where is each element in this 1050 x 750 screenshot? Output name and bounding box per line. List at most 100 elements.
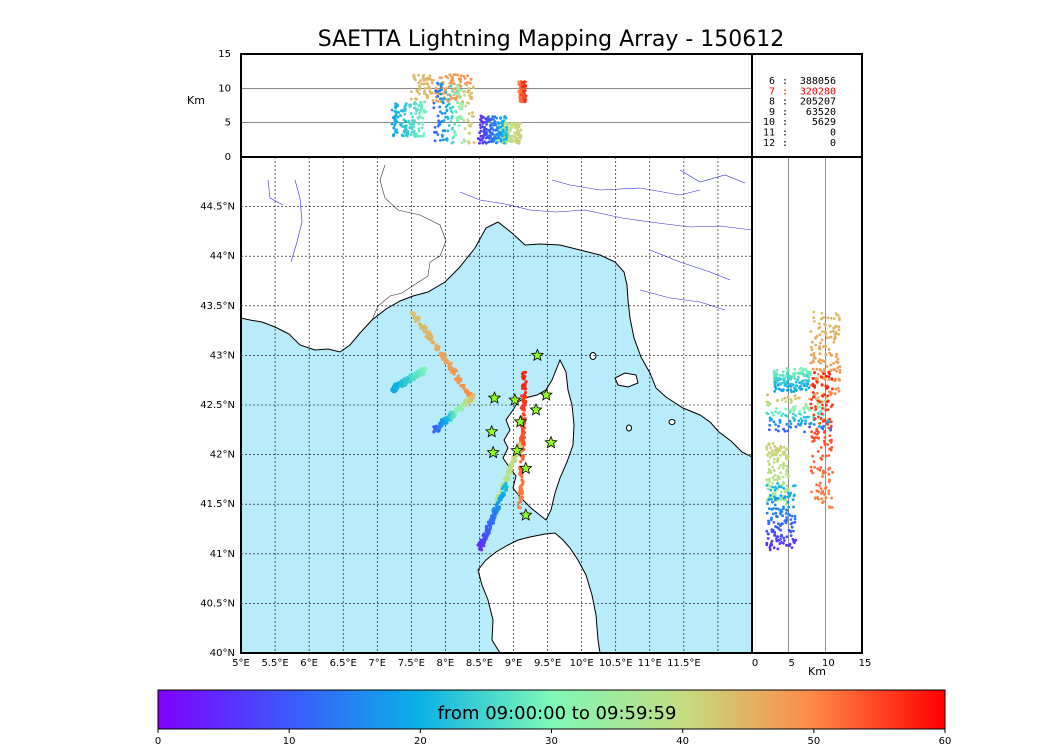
source-point-top: [418, 92, 421, 96]
source-point: [521, 412, 525, 416]
source-point: [421, 370, 425, 374]
source-point: [508, 471, 512, 475]
source-point-top: [392, 133, 395, 137]
source-point-top: [457, 124, 461, 127]
source-point-top: [468, 94, 471, 97]
source-point-right: [820, 330, 824, 334]
source-point-top: [401, 125, 405, 129]
source-point-top: [394, 102, 397, 106]
colorbar: from 09:00:00 to 09:59:59 0 10 20 30 40 50 60: [155, 689, 951, 747]
station-markers: [484, 348, 558, 521]
source-point-top: [422, 100, 426, 104]
source-point-right: [789, 529, 792, 533]
source-point-right: [784, 414, 787, 417]
source-point-right: [771, 465, 775, 469]
source-point-top: [513, 126, 517, 129]
source-point-top: [520, 100, 523, 103]
chart-title: SAETTA Lightning Mapping Array - 150612: [318, 27, 785, 52]
source-point-top: [507, 126, 510, 130]
source-point-right: [835, 355, 838, 358]
source-point-top: [436, 92, 440, 96]
source-point-right: [765, 529, 769, 533]
source-point-right: [775, 539, 779, 543]
source-point-right: [804, 378, 807, 382]
source-point: [484, 524, 488, 529]
source-point: [518, 472, 522, 476]
source-point-right: [785, 468, 789, 472]
source-point-right: [774, 511, 778, 515]
source-point-right: [811, 391, 815, 394]
source-point: [419, 324, 424, 328]
source-point-top: [463, 77, 467, 80]
source-point: [462, 401, 467, 406]
source-point-top: [460, 141, 464, 145]
source-point-top: [516, 125, 520, 128]
source-point-top: [470, 95, 473, 99]
source-point-right: [830, 496, 833, 500]
source-point-right: [823, 436, 827, 439]
source-point-top: [415, 108, 419, 112]
source-point-right: [804, 367, 808, 371]
stats-separator: :: [782, 97, 788, 108]
source-point-top: [417, 127, 421, 131]
source-point-right: [792, 374, 796, 377]
source-point-top: [481, 141, 485, 145]
source-point-right: [812, 352, 816, 355]
source-point: [504, 481, 508, 486]
source-point-right: [782, 427, 785, 431]
lightning-sources-right: [765, 310, 842, 552]
source-point: [514, 455, 518, 459]
source-point-right: [805, 415, 809, 419]
source-point-right: [774, 410, 777, 414]
source-point: [502, 491, 506, 495]
source-point-right: [768, 480, 771, 483]
source-point-right: [798, 423, 802, 427]
source-point: [453, 367, 457, 372]
source-point-right: [828, 351, 831, 355]
map-xtick: 7.5°E: [398, 658, 425, 669]
source-point-right: [809, 361, 813, 365]
source-point: [427, 336, 431, 340]
altitude-longitude-panel: [240, 53, 753, 158]
source-point-right: [794, 380, 798, 384]
source-point-right: [791, 521, 794, 525]
source-point: [523, 390, 528, 395]
source-point-right: [813, 386, 817, 389]
giglio-island: [668, 419, 676, 425]
source-point-right: [793, 493, 796, 497]
source-point-right: [826, 399, 830, 403]
source-point-top: [497, 133, 501, 137]
source-point-top: [516, 131, 519, 135]
source-point-right: [810, 340, 814, 344]
source-point-top: [451, 89, 454, 92]
source-point-top: [441, 138, 445, 142]
lightning-sources-map: [390, 310, 528, 552]
source-point-top: [441, 100, 445, 103]
source-point-right: [777, 424, 780, 428]
source-point: [514, 458, 518, 462]
source-point-right: [822, 345, 825, 348]
source-point-top: [433, 139, 437, 143]
source-point-top: [519, 134, 523, 138]
source-point-right: [831, 387, 834, 391]
source-point: [519, 484, 523, 488]
source-point-top: [514, 122, 517, 126]
source-point-top: [448, 73, 452, 77]
source-point-right: [823, 430, 827, 433]
source-point-right: [811, 359, 815, 363]
source-point-right: [824, 344, 828, 348]
source-point-top: [436, 81, 439, 85]
source-point-top: [518, 122, 522, 125]
source-point: [478, 543, 482, 547]
source-point-right: [822, 424, 826, 428]
top-ytick: 5: [225, 118, 231, 129]
source-point-right: [784, 521, 788, 525]
source-point-right: [816, 411, 820, 415]
source-point-right: [811, 376, 815, 380]
source-point-right: [777, 466, 781, 470]
source-point-right: [816, 402, 820, 405]
map-ytick: 41.5°N: [200, 499, 235, 510]
source-point-right: [793, 520, 797, 524]
source-point-right: [791, 498, 795, 501]
source-point-top: [446, 117, 450, 120]
